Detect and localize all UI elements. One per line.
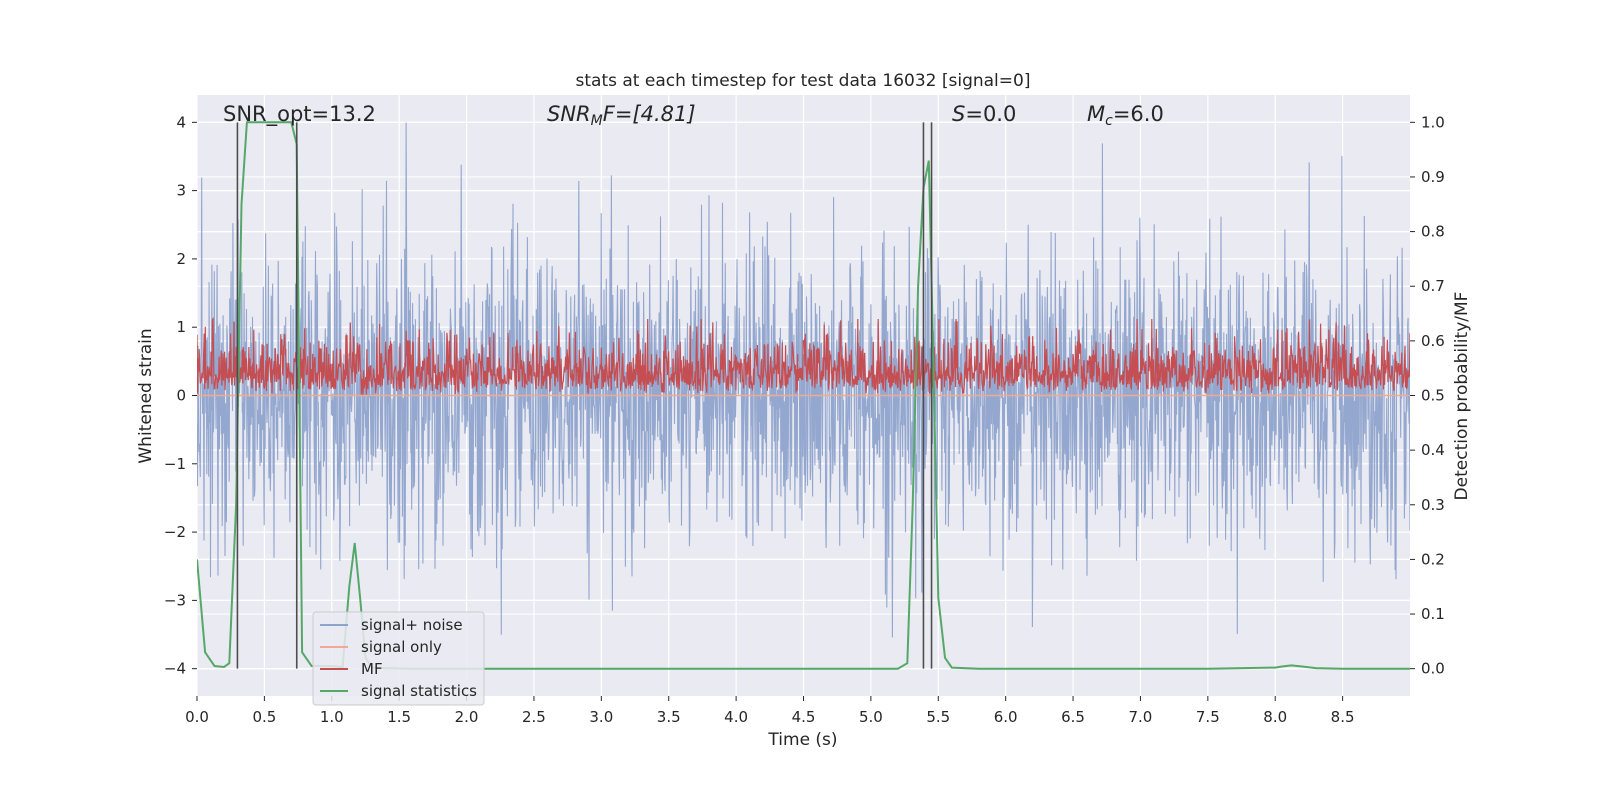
x-tick-label: 1.0 [320,708,344,726]
y-tick-label-right: 0.0 [1421,660,1445,678]
legend-label-signal-noise: signal+ noise [361,616,463,634]
x-tick-label: 0.0 [185,708,209,726]
y-tick-label-right: 1.0 [1421,113,1445,131]
y-tick-label-right: 0.7 [1421,277,1445,295]
y-tick-label-left: 0 [176,387,186,405]
y-tick-label-left: −4 [164,660,186,678]
y-tick-label-left: 1 [176,318,186,336]
x-tick-label: 5.0 [859,708,883,726]
y-tick-label-left: 4 [176,113,186,131]
y-tick-label-right: 0.6 [1421,332,1445,350]
legend-label-mf: MF [361,660,383,678]
x-tick-label: 8.0 [1263,708,1287,726]
y-tick-label-right: 0.2 [1421,550,1445,568]
annotation-snr-mf: SNRMF=[4.81] [547,102,696,129]
y-tick-label-right: 0.5 [1421,387,1445,405]
legend-label-signal-only: signal only [361,638,442,656]
annotation-snr-opt: SNR_opt=13.2 [223,102,376,127]
x-tick-label: 3.0 [589,708,613,726]
x-tick-label: 6.0 [994,708,1018,726]
x-tick-label: 1.5 [387,708,411,726]
x-tick-label: 2.0 [455,708,479,726]
x-tick-label: 5.5 [926,708,950,726]
y-tick-label-right: 0.4 [1421,441,1445,459]
x-tick-label: 7.5 [1196,708,1220,726]
y-axis-label-right: Detection probability/MF [1452,292,1472,501]
chart-title: stats at each timestep for test data 160… [576,71,1031,91]
series-mf [197,316,1410,395]
y-tick-label-right: 0.9 [1421,168,1445,186]
x-tick-label: 4.5 [792,708,816,726]
legend-label-signal-statistics: signal statistics [361,682,477,700]
x-tick-label: 8.5 [1331,708,1355,726]
y-tick-label-right: 0.1 [1421,605,1445,623]
annotation-s: S=0.0 [952,102,1016,126]
y-tick-label-left: 3 [176,182,186,200]
x-tick-label: 3.5 [657,708,681,726]
y-tick-label-left: −2 [164,523,186,541]
x-tick-label: 2.5 [522,708,546,726]
annotation-mc: Mc=6.0 [1087,102,1164,129]
y-tick-label-left: −3 [164,591,186,609]
legend-box [312,611,485,706]
x-ticks: 0.0 0.5 1.0 1.5 2.0 2.5 3.0 3.5 4.0 4.5 5.0 5.5 6.0 6… [185,696,1355,726]
x-axis-label: Time (s) [767,730,837,750]
legend: signal+ noise signal only MF signal stat… [312,611,485,706]
x-tick-label: 4.0 [724,708,748,726]
y-ticks-left: −4 −3 −2 −1 0 1 2 3 4 [164,113,197,678]
y-axis-label-left: Whitened strain [136,328,156,463]
y-tick-label-left: −1 [164,455,186,473]
y-tick-label-right: 0.3 [1421,496,1445,514]
x-tick-label: 6.5 [1061,708,1085,726]
y-ticks-right: 0.0 0.1 0.2 0.3 0.4 0.5 0.6 0.7 0.8 0.9 1.0 [1410,113,1445,678]
x-tick-label: 0.5 [252,708,276,726]
vertical-markers [236,122,933,669]
x-tick-label: 7.0 [1129,708,1153,726]
y-tick-label-right: 0.8 [1421,223,1445,241]
y-tick-label-left: 2 [176,250,186,268]
